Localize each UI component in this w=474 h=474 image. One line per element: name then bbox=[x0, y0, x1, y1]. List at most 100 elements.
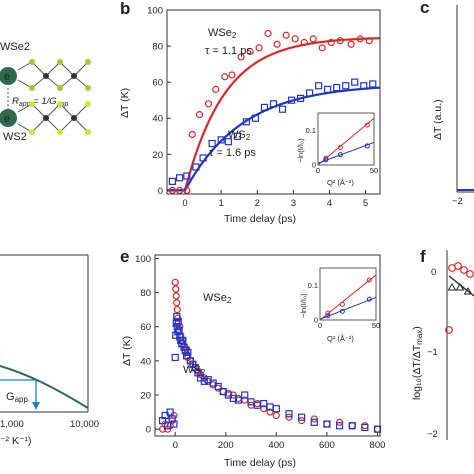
data-point-wse2 bbox=[347, 40, 355, 48]
x-tick-label: 0 bbox=[173, 440, 178, 451]
data-point-wse2 bbox=[255, 44, 263, 52]
panel-e: e ΔT (K) Time delay (ps) 0 200 400 600 80002… bbox=[120, 247, 385, 469]
data-point-ws2 bbox=[168, 415, 176, 423]
panel-e-inset-xlabel: Q² (Å⁻²) bbox=[327, 334, 354, 343]
data-point-wse2 bbox=[282, 31, 290, 39]
fragment-f-ylabel: log₁₀(ΔT/ΔTmax) bbox=[411, 326, 424, 400]
data-point-ws2 bbox=[174, 317, 182, 326]
fit-curve-wse2 bbox=[167, 37, 381, 192]
fragment-c-plot: c ΔT (a.u.) −2 bbox=[420, 0, 474, 207]
x-tick-label: 0 bbox=[182, 198, 187, 209]
data-point-ws2 bbox=[360, 82, 368, 90]
inset-point-ws2 bbox=[364, 143, 370, 149]
data-point-ws2 bbox=[351, 78, 359, 86]
data-point-ws2 bbox=[184, 348, 192, 356]
data-point-wse2 bbox=[309, 35, 317, 43]
data-point-wse2 bbox=[253, 399, 261, 408]
data-point-ws2 bbox=[310, 418, 318, 426]
data-point-wse2 bbox=[336, 37, 344, 45]
data-point-ws2 bbox=[324, 85, 332, 93]
data-point-ws2 bbox=[285, 410, 293, 418]
data-point-wse2 bbox=[264, 29, 272, 38]
y-tick-label: 100 bbox=[147, 6, 163, 17]
y-tick-label: 0 bbox=[146, 425, 151, 436]
fragment-a-schematic: WSe2 WS2 e Rapp = 1/Gapp e bbox=[0, 41, 91, 143]
data-point-wse2 bbox=[171, 278, 179, 286]
x-tick-label: 1 bbox=[219, 198, 224, 209]
panel-b: b ΔT (K) Time delay (ps) 0 1 2 3 4 5020406080… bbox=[119, 0, 381, 225]
panel-b-inset-frame bbox=[317, 112, 375, 166]
data-point-ws2 bbox=[179, 336, 187, 344]
data-point-ws2 bbox=[168, 177, 177, 185]
data-point-ws2 bbox=[217, 136, 225, 144]
electron-top bbox=[0, 67, 17, 85]
inset-x-tick-label: 0 bbox=[316, 166, 320, 175]
panel-e-frame bbox=[154, 254, 381, 437]
inset-point-wse2 bbox=[339, 301, 345, 307]
electron-bottom bbox=[0, 109, 17, 127]
data-point-ws2 bbox=[348, 422, 356, 430]
data-point-ws2 bbox=[173, 312, 181, 321]
x-tick-label: 400 bbox=[268, 440, 284, 451]
panel-letter-c: c bbox=[420, 0, 429, 17]
y-tick-label: 80 bbox=[152, 42, 163, 53]
bottom-lattice-atoms bbox=[29, 101, 91, 135]
data-point-ws2 bbox=[369, 80, 377, 88]
fragment-c-tick-minus2: −2 bbox=[452, 196, 463, 207]
data-point-ws2 bbox=[298, 413, 306, 421]
panel-e-inset-ylabel: −ln(I/I₀) bbox=[299, 293, 308, 318]
data-point-ws2 bbox=[224, 138, 232, 146]
y-tick-label: 100 bbox=[135, 254, 151, 265]
panel-e-inset: 0 50 0 0.1 −ln(I/I₀) Q² (Å⁻²) bbox=[299, 267, 380, 343]
data-point-ws2 bbox=[199, 154, 207, 162]
fragment-d-tick-10000: 10,000 bbox=[70, 419, 99, 430]
data-point-wse2 bbox=[318, 44, 326, 52]
bottom-lattice bbox=[17, 103, 89, 133]
data-point-wse2 bbox=[188, 130, 196, 139]
data-point-ws2 bbox=[306, 89, 314, 97]
series-label-ws2: WS2 bbox=[228, 129, 251, 142]
panel-b-inset: 0 50 0 0.1 −ln(I/I₀) Q² (Å⁻²) bbox=[296, 112, 378, 187]
fragment-c-ylabel: ΔT (a.u.) bbox=[432, 99, 444, 140]
data-point-ws2 bbox=[192, 163, 200, 171]
panel-b-inset-xlabel: Q² (Å⁻²) bbox=[327, 178, 354, 187]
inset-point-wse2 bbox=[337, 145, 343, 151]
inset-y-tick-label: 0.1 bbox=[306, 126, 316, 135]
x-tick-label: 5 bbox=[363, 198, 368, 209]
x-tick-label: 2 bbox=[255, 198, 260, 209]
data-point-wse2 bbox=[204, 100, 213, 108]
inset-fit-line-ws2 bbox=[319, 297, 377, 320]
series-label-wse2: WSe2 bbox=[208, 27, 237, 40]
data-point-ws2 bbox=[251, 114, 260, 122]
data-point-ws2 bbox=[233, 132, 241, 140]
fragment-d-tick-1000: 1,000 bbox=[0, 419, 24, 430]
inset-point-wse2 bbox=[366, 277, 372, 283]
panel-e-inset-marks: 0 50 0 0.1 bbox=[308, 274, 380, 330]
inset-point-ws2 bbox=[337, 152, 343, 158]
inset-x-tick-label: 0 bbox=[318, 321, 322, 330]
data-point-ws2 bbox=[176, 174, 184, 182]
panel-letter-f: f bbox=[420, 247, 426, 266]
inset-x-tick-label: 50 bbox=[370, 166, 378, 175]
fragment-f-plot: f 0 −1 −2 log₁₀(ΔT/ΔTmax) bbox=[411, 247, 474, 440]
fragment-d-axis-title: ⁻² K⁻¹) bbox=[0, 435, 32, 447]
data-point-wse2 bbox=[176, 186, 184, 194]
panel-b-frame bbox=[166, 9, 381, 195]
inset-fit-line-ws2 bbox=[317, 141, 375, 164]
panel-letter-e: e bbox=[120, 247, 129, 266]
data-point-wse2 bbox=[172, 292, 180, 300]
inset-point-wse2 bbox=[364, 122, 370, 128]
y-tick-label: 20 bbox=[152, 150, 163, 161]
data-point-ws2 bbox=[174, 328, 182, 336]
data-point-ws2 bbox=[175, 326, 183, 334]
data-point-ws2 bbox=[323, 420, 331, 428]
series-label-wse2-e: WSe2 bbox=[203, 292, 232, 305]
y-tick-label: 80 bbox=[140, 288, 151, 299]
data-point-ws2 bbox=[229, 394, 237, 403]
data-point-wse2 bbox=[228, 71, 236, 79]
data-point-wse2 bbox=[273, 40, 281, 48]
data-point-wse2 bbox=[246, 47, 254, 56]
data-point-ws2 bbox=[287, 96, 296, 104]
y-tick-label: 60 bbox=[140, 322, 151, 333]
data-point-wse2 bbox=[195, 111, 204, 119]
